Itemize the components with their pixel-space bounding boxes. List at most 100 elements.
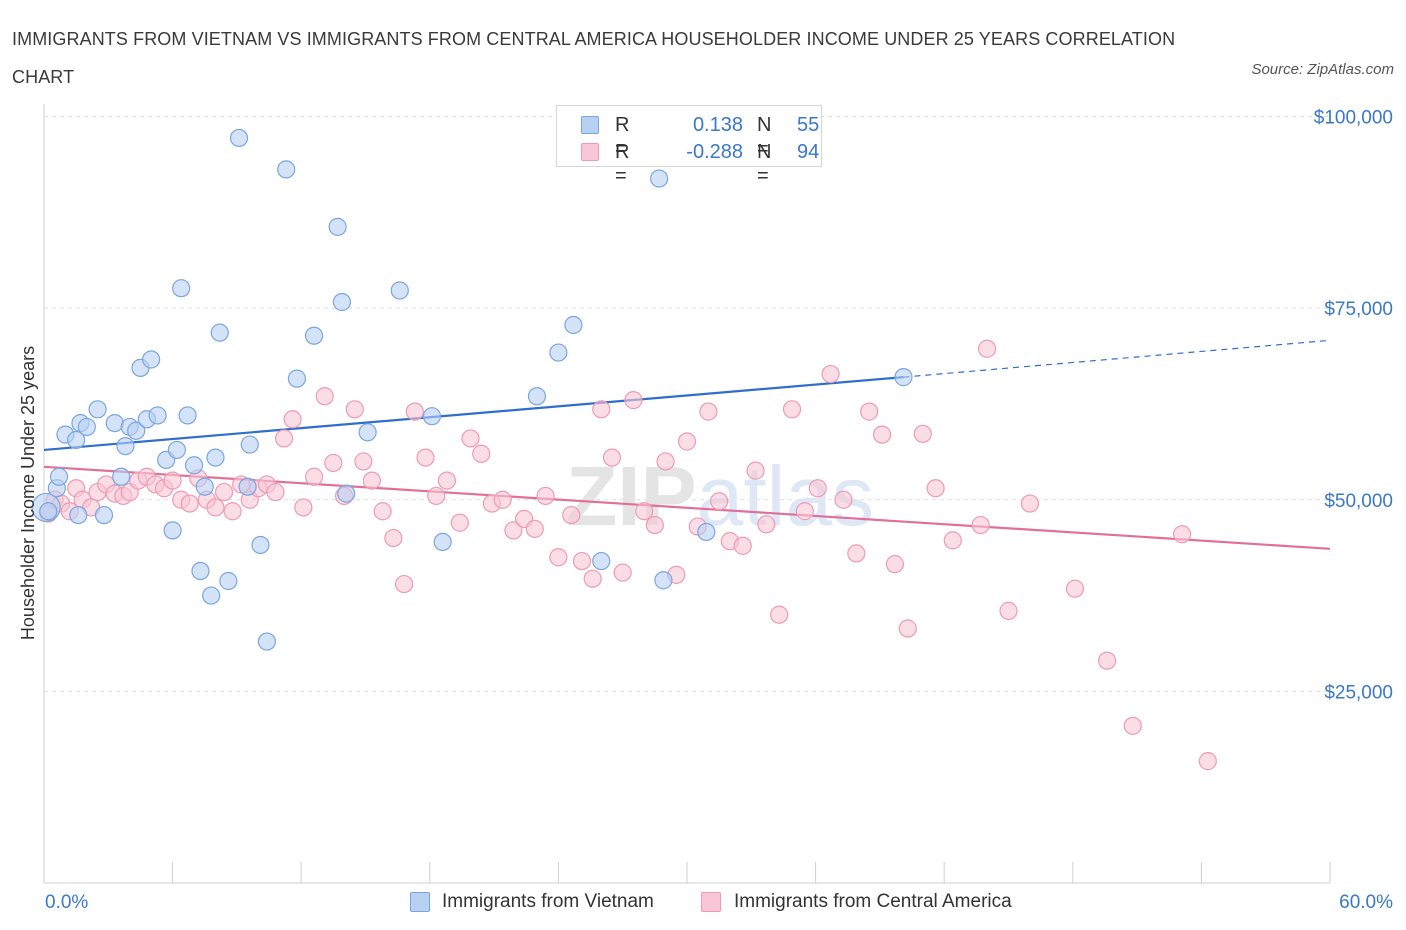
point-central-america — [635, 502, 654, 521]
point-vietnam — [172, 279, 191, 298]
watermark-zip: ZIP — [566, 449, 697, 543]
point-central-america — [943, 531, 962, 550]
point-vietnam — [564, 315, 583, 335]
legend-r-label: R = — [615, 141, 630, 187]
point-vietnam — [184, 456, 204, 475]
grid-layer — [44, 116, 1330, 692]
x-tick-label: 0.0% — [45, 892, 88, 913]
point-central-america — [757, 515, 776, 534]
point-central-america — [999, 601, 1018, 620]
point-central-america — [427, 486, 446, 506]
point-central-america — [180, 494, 199, 513]
label-layer: $25,000 $50,000 $75,000 $100,000 0.0% 60.0% Ho… — [18, 108, 1393, 914]
point-central-america — [977, 339, 997, 358]
y-tick-label: $100,000 — [1314, 108, 1393, 129]
point-vietnam — [167, 440, 186, 460]
point-central-america — [437, 471, 457, 490]
trend-line-extension-vietnam — [903, 339, 1331, 378]
point-central-america — [872, 425, 892, 444]
point-vietnam — [358, 423, 377, 442]
point-central-america — [1198, 752, 1217, 771]
point-central-america — [504, 521, 523, 540]
point-vietnam — [178, 406, 197, 425]
point-central-america — [283, 410, 302, 429]
point-central-america — [223, 502, 242, 521]
point-vietnam — [39, 502, 58, 521]
point-central-america — [294, 498, 313, 517]
point-central-america — [315, 387, 334, 406]
point-central-america — [405, 402, 424, 421]
point-central-america — [1123, 716, 1142, 735]
point-central-america — [782, 400, 802, 419]
point-central-america — [362, 471, 382, 490]
legend-swatch-central-america — [581, 143, 599, 161]
point-central-america — [562, 505, 581, 525]
bottom-legend-central-america: Immigrants from Central America — [701, 890, 1041, 914]
bottom-legend-swatch-vietnam — [410, 892, 430, 912]
point-vietnam — [287, 369, 307, 388]
point-central-america — [592, 400, 611, 419]
point-central-america — [345, 400, 364, 419]
point-vietnam — [142, 350, 161, 369]
point-central-america — [645, 515, 664, 535]
point-central-america — [847, 544, 866, 563]
correlation-legend: R = 0.138 N = 55 R = -0.288 N = 94 — [556, 105, 822, 187]
point-central-america — [461, 429, 480, 448]
point-vietnam — [67, 430, 86, 450]
legend-r-value: -0.288 — [686, 141, 743, 163]
point-central-america — [746, 461, 765, 480]
point-vietnam — [112, 467, 131, 486]
point-central-america — [699, 402, 718, 421]
point-vietnam — [219, 571, 238, 591]
point-central-america — [1173, 525, 1192, 544]
point-central-america — [583, 569, 602, 588]
point-vietnam — [163, 521, 182, 540]
point-vietnam — [148, 406, 167, 425]
point-central-america — [624, 391, 643, 410]
point-vietnam — [422, 407, 442, 426]
point-vietnam — [105, 414, 124, 433]
point-vietnam — [337, 484, 356, 503]
point-central-america — [770, 605, 789, 624]
bottom-legend-label: Immigrants from Central America — [734, 891, 1012, 912]
point-vietnam — [549, 343, 568, 362]
point-vietnam — [210, 323, 229, 342]
point-central-america — [266, 482, 285, 502]
point-central-america — [795, 502, 814, 521]
point-central-america — [354, 452, 373, 471]
legend-n-label: N = — [757, 141, 772, 187]
point-vietnam — [592, 551, 611, 571]
point-vietnam — [195, 477, 214, 496]
point-central-america — [885, 555, 905, 574]
point-vietnam — [206, 448, 225, 467]
point-central-america — [274, 429, 294, 448]
point-central-america — [394, 574, 414, 594]
point-central-america — [214, 482, 234, 502]
point-central-america — [898, 619, 917, 638]
point-central-america — [733, 536, 752, 555]
point-vietnam — [390, 281, 409, 300]
bottom-legend-label: Immigrants from Vietnam — [442, 891, 654, 912]
point-vietnam — [433, 532, 452, 552]
point-central-america — [677, 432, 697, 451]
point-central-america — [536, 486, 555, 506]
point-vietnam — [332, 292, 352, 312]
point-central-america — [913, 424, 932, 443]
point-central-america — [304, 467, 324, 486]
source-label: Source: ZipAtlas.com — [1251, 61, 1394, 78]
legend-r-label: R = — [615, 114, 630, 160]
point-central-america — [572, 551, 592, 571]
point-central-america — [384, 528, 403, 548]
point-vietnam — [88, 400, 107, 419]
y-tick-label: $25,000 — [1324, 682, 1393, 703]
point-central-america — [525, 519, 544, 538]
legend-swatch-vietnam — [581, 116, 599, 134]
point-central-america — [1097, 651, 1117, 670]
point-central-america — [808, 479, 827, 498]
point-vietnam — [697, 522, 716, 542]
point-vietnam — [277, 160, 296, 179]
point-vietnam — [328, 217, 347, 236]
point-central-america — [821, 364, 840, 384]
bottom-legend-vietnam: Immigrants from Vietnam — [410, 890, 690, 914]
